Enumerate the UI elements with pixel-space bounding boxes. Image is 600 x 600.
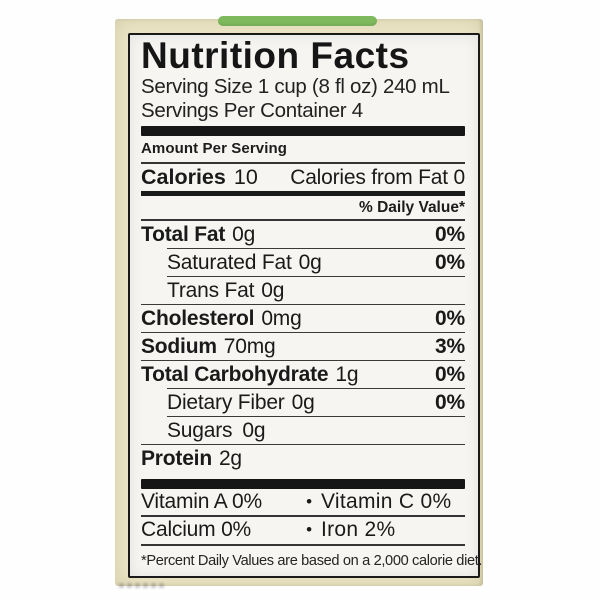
nutrient-name-amount: Cholesterol 0mg (141, 306, 302, 330)
nutrient-name-amount: Sugars 0g (167, 418, 266, 442)
label-title: Nutrition Facts (141, 35, 410, 76)
vitamin-a-value: Vitamin A 0% (141, 489, 262, 513)
nutrient-name-amount: Saturated Fat 0g (167, 250, 322, 274)
nutrient-row-total-carbohydrate: Total Carbohydrate 1g 0% (141, 361, 465, 389)
nutrient-row-cholesterol: Cholesterol 0mg 0% (141, 305, 465, 333)
nutrient-dv: 0% (435, 222, 465, 246)
nutrient-dv: 0% (435, 362, 465, 386)
servings-per-container-text: Servings Per Container 4 (141, 98, 363, 122)
nutrient-row-trans-fat: Trans Fat 0g (141, 277, 465, 305)
serving-size-text: Serving Size 1 cup (8 fl oz) 240 mL (141, 75, 450, 98)
thick-divider-top (141, 125, 465, 136)
green-accent-bar (218, 16, 377, 26)
iron-value: Iron 2% (321, 518, 396, 541)
nutrient-row-protein: Protein 2g (141, 445, 465, 473)
nutrient-name-amount: Protein 2g (141, 446, 242, 470)
nutrient-dv: 0% (435, 306, 465, 330)
calcium-value: Calcium 0% (141, 518, 252, 541)
daily-value-heading: % Daily Value* (359, 198, 465, 216)
nutrient-row-sodium: Sodium 70mg 3% (141, 333, 465, 361)
nutrient-name-amount: Dietary Fiber 0g (167, 390, 315, 414)
nutrient-row-sugars: Sugars 0g (141, 417, 465, 445)
cutoff-print-smudge (119, 583, 165, 588)
daily-value-footnote: *Percent Daily Values are based on a 2,0… (141, 552, 483, 569)
medium-divider (141, 190, 465, 196)
nutrient-row-total-fat: Total Fat 0g 0% (141, 221, 465, 249)
nutrient-dv: 3% (435, 334, 465, 358)
divider (141, 218, 465, 221)
bullet-separator: • (306, 520, 312, 539)
calories-row: Calories 10 Calories from Fat 0 (141, 164, 465, 191)
thick-divider-bottom (141, 478, 465, 489)
nutrient-row-saturated-fat: Saturated Fat 0g 0% (141, 249, 465, 277)
bullet-separator: • (306, 491, 312, 511)
nutrient-name-amount: Trans Fat 0g (167, 278, 285, 302)
nutrient-name-amount: Total Carbohydrate 1g (141, 362, 359, 386)
vitamin-c-value: Vitamin C 0% (321, 489, 452, 513)
vitamin-row-2: Calcium 0% • Iron 2% (141, 517, 465, 544)
divider (141, 161, 465, 164)
divider (141, 543, 465, 546)
calories-left: Calories 10 (141, 164, 258, 191)
nutrient-row-dietary-fiber: Dietary Fiber 0g 0% (141, 389, 465, 417)
nutrient-name-amount: Total Fat 0g (141, 222, 256, 246)
nutrient-name-amount: Sodium 70mg (141, 334, 276, 358)
nutrition-facts-label: Nutrition Facts Serving Size 1 cup (8 fl… (128, 33, 483, 578)
calories-label: Calories (141, 164, 226, 189)
calories-from-fat: Calories from Fat 0 (290, 165, 465, 189)
vitamin-row-1: Vitamin A 0% • Vitamin C 0% (141, 489, 465, 515)
divider (141, 514, 465, 517)
amount-per-serving-heading: Amount Per Serving (141, 139, 287, 157)
nutrient-dv: 0% (435, 250, 465, 274)
calories-value: 10 (233, 164, 258, 189)
label-content: Nutrition Facts Serving Size 1 cup (8 fl… (130, 35, 483, 576)
nutrient-dv: 0% (435, 390, 465, 414)
